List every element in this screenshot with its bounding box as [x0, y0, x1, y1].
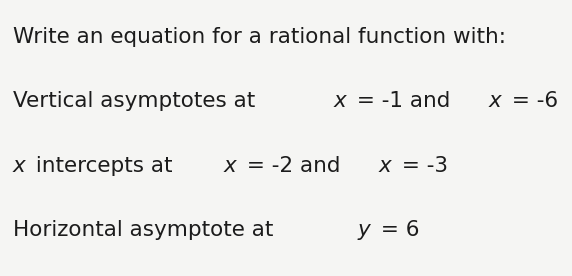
Text: x: x: [489, 91, 502, 111]
Text: Vertical asymptotes at: Vertical asymptotes at: [13, 91, 262, 111]
Text: x: x: [334, 91, 347, 111]
Text: intercepts at: intercepts at: [29, 156, 180, 176]
Text: = -3: = -3: [395, 156, 447, 176]
Text: y: y: [358, 221, 370, 240]
Text: x: x: [223, 156, 236, 176]
Text: x: x: [378, 156, 391, 176]
Text: = -1 and: = -1 and: [351, 91, 458, 111]
Text: Horizontal asymptote at: Horizontal asymptote at: [13, 221, 280, 240]
Text: = -2 and: = -2 and: [240, 156, 347, 176]
Text: Write an equation for a rational function with:: Write an equation for a rational functio…: [13, 27, 506, 47]
Text: = 6: = 6: [374, 221, 419, 240]
Text: x: x: [13, 156, 25, 176]
Text: = -6: = -6: [505, 91, 558, 111]
